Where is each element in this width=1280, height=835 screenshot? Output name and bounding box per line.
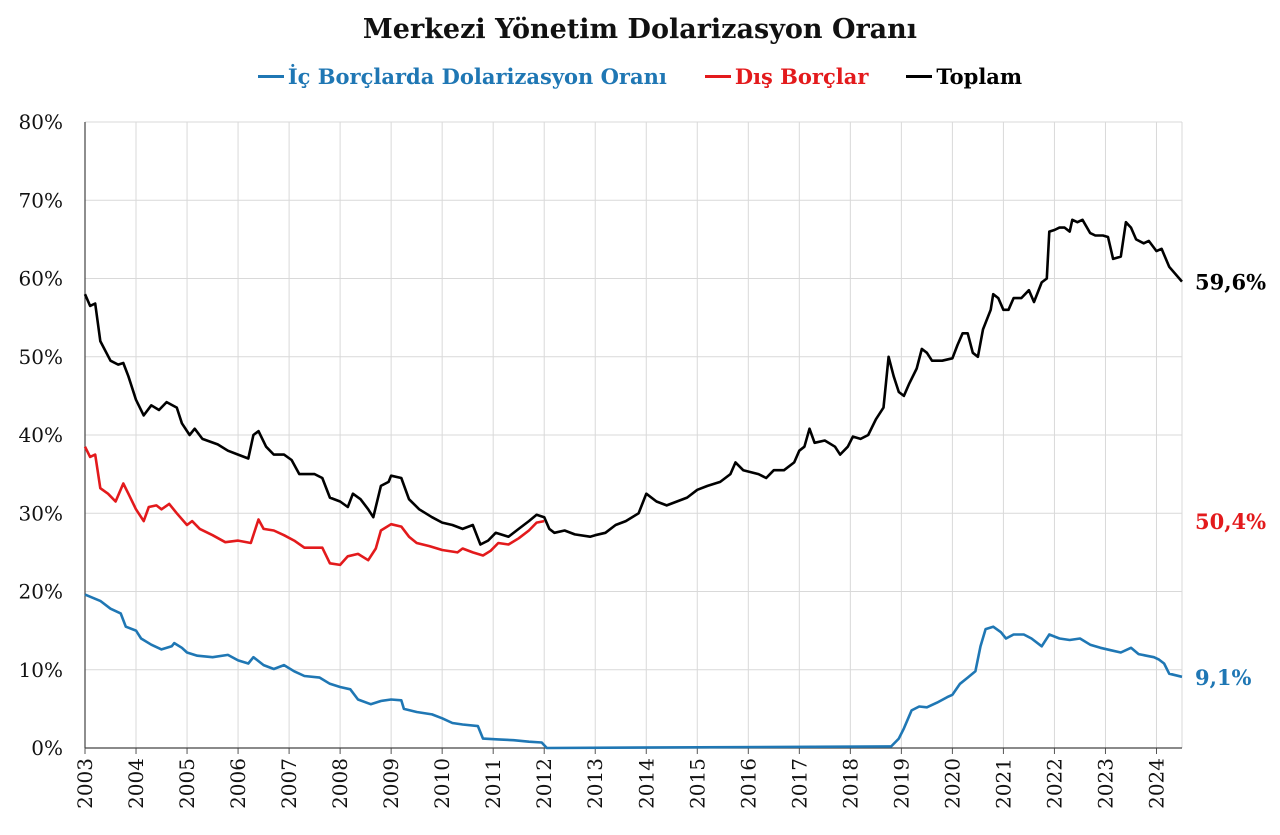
grid-lines xyxy=(85,121,1183,748)
x-tick-label: 2020 xyxy=(940,758,964,809)
series-line-dis-borclar xyxy=(83,446,545,567)
end-value-label: 59,6% xyxy=(1195,270,1266,295)
chart-title: Merkezi Yönetim Dolarizasyon Oranı xyxy=(362,14,918,45)
y-tick-label: 80% xyxy=(19,110,63,134)
legend-swatch-toplam xyxy=(906,75,933,78)
x-tick-label: 2024 xyxy=(1144,758,1168,809)
x-tick-label: 2009 xyxy=(379,758,403,809)
y-tick-label: 50% xyxy=(19,345,63,369)
x-tick-label: 2008 xyxy=(328,758,352,809)
series-line-ic-borclar xyxy=(84,593,1183,750)
end-value-label: 9,1% xyxy=(1195,665,1252,690)
y-tick-label: 60% xyxy=(19,267,63,291)
x-tick-label: 2006 xyxy=(226,758,250,809)
legend-label-dis-borclar: Dış Borçlar xyxy=(734,64,869,89)
legend-item-ic-borclar: İç Borçlarda Dolarizasyon Oranı xyxy=(257,64,667,89)
y-tick-label: 10% xyxy=(19,658,63,682)
x-tick-label: 2017 xyxy=(787,758,811,809)
legend-label-ic-borclar: İç Borçlarda Dolarizasyon Oranı xyxy=(287,64,667,89)
series-line-toplam xyxy=(83,218,1183,546)
series-lines xyxy=(83,218,1183,750)
x-tick-label: 2013 xyxy=(583,758,607,809)
legend-swatch-dis-borclar xyxy=(704,75,731,78)
legend-item-toplam: Toplam xyxy=(906,64,1022,89)
y-tick-label: 30% xyxy=(19,501,63,525)
x-tick-label: 2015 xyxy=(685,758,709,809)
x-tick-label: 2010 xyxy=(430,758,454,809)
axis-labels: 0% 10% 20% 30% 40% 50% 60% 70% 80% 2003 2004 2005 20… xyxy=(19,110,1267,809)
x-tick-label: 2012 xyxy=(532,758,556,809)
x-tick-label: 2019 xyxy=(889,758,913,809)
x-tick-label: 2004 xyxy=(124,758,148,809)
x-tick-label: 2014 xyxy=(634,758,658,809)
legend-swatch-ic-borclar xyxy=(257,75,284,78)
y-tick-label: 40% xyxy=(19,423,63,447)
axes xyxy=(84,122,1182,754)
legend-item-dis-borclar: Dış Borçlar xyxy=(704,64,869,89)
x-tick-label: 2005 xyxy=(175,758,199,809)
x-tick-label: 2016 xyxy=(736,758,760,809)
x-tick-label: 2023 xyxy=(1093,758,1117,809)
y-tick-label: 70% xyxy=(19,188,63,212)
x-tick-label: 2003 xyxy=(73,758,97,809)
legend-label-toplam: Toplam xyxy=(936,64,1023,89)
y-tick-label: 0% xyxy=(31,736,63,760)
chart-legend: İç Borçlarda Dolarizasyon Oranı Dış Borç… xyxy=(0,64,1280,89)
x-tick-label: 2021 xyxy=(991,758,1015,809)
x-tick-label: 2007 xyxy=(277,758,301,809)
x-tick-label: 2018 xyxy=(838,758,862,809)
y-tick-label: 20% xyxy=(19,580,63,604)
x-tick-label: 2011 xyxy=(481,758,505,809)
x-tick-label: 2022 xyxy=(1042,758,1066,809)
end-value-label: 50,4% xyxy=(1195,509,1266,534)
